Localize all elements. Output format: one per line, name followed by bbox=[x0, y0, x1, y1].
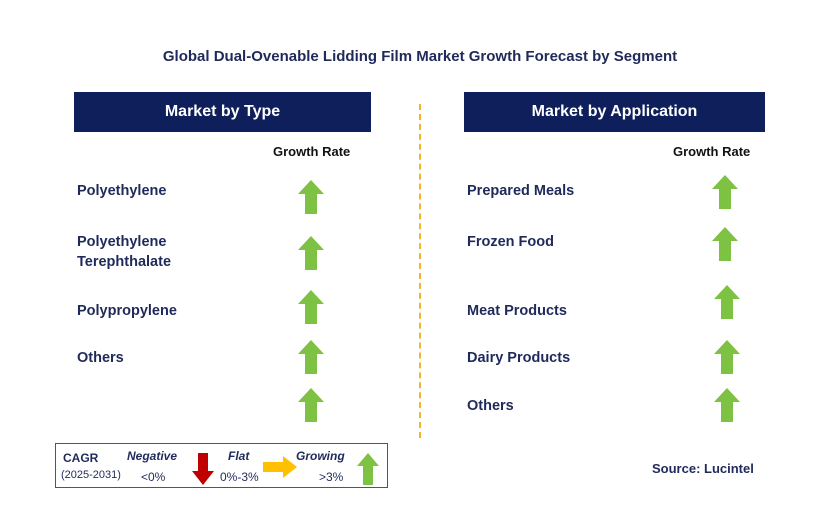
up-arrow-icon bbox=[714, 340, 740, 374]
source-label: Source: Lucintel bbox=[652, 461, 754, 476]
legend-negative-label: Negative bbox=[127, 449, 178, 463]
chart-title: Global Dual-Ovenable Lidding Film Market… bbox=[162, 48, 678, 65]
up-arrow-icon bbox=[714, 388, 740, 422]
legend-flat-label: Flat bbox=[228, 449, 250, 463]
type-row-label: Polyethylene bbox=[77, 183, 167, 199]
application-row-label: Dairy Products bbox=[467, 350, 571, 366]
up-arrow-icon bbox=[298, 180, 324, 214]
up-arrow-icon bbox=[298, 340, 324, 374]
type-row-label: Polyethylene Terephthalate bbox=[77, 234, 172, 270]
left-growth-rate-label: Growth Rate bbox=[273, 144, 351, 159]
right-arrow-icon bbox=[263, 456, 297, 478]
down-arrow-icon bbox=[192, 453, 214, 485]
application-row-label: Frozen Food bbox=[467, 234, 554, 250]
legend-growing-label: Growing bbox=[296, 449, 345, 463]
legend-cagr-label: CAGR bbox=[63, 451, 99, 465]
up-arrow-icon bbox=[298, 388, 324, 422]
up-arrow-icon bbox=[714, 285, 740, 319]
type-row-label: Polypropylene bbox=[77, 303, 177, 319]
right-growth-rate-label: Growth Rate bbox=[673, 144, 751, 159]
panel-divider bbox=[419, 104, 421, 438]
type-row-label: Others bbox=[77, 350, 124, 366]
legend-flat-range: 0%-3% bbox=[220, 470, 259, 484]
application-row-label: Meat Products bbox=[467, 303, 567, 319]
header-market-by-type: Market by Type bbox=[74, 92, 371, 132]
application-row-label: Others bbox=[467, 398, 514, 414]
legend-negative-range: <0% bbox=[141, 470, 166, 484]
legend-period: (2025-2031) bbox=[61, 469, 121, 481]
application-row-label: Prepared Meals bbox=[467, 183, 575, 199]
header-market-by-application: Market by Application bbox=[464, 92, 765, 132]
up-arrow-icon bbox=[298, 236, 324, 270]
up-arrow-icon bbox=[298, 290, 324, 324]
up-arrow-icon bbox=[712, 175, 738, 209]
up-arrow-icon bbox=[357, 453, 379, 485]
legend-growing-range: >3% bbox=[319, 470, 344, 484]
up-arrow-icon bbox=[712, 227, 738, 261]
cagr-legend: CAGR (2025-2031) Negative <0% Flat 0%-3%… bbox=[55, 443, 388, 488]
